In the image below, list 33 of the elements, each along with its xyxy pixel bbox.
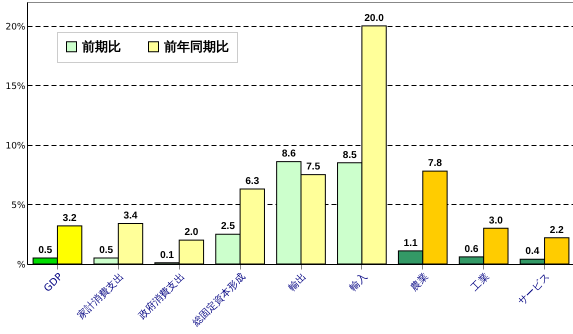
- data-label: 0.5: [99, 245, 114, 256]
- data-label: 8.6: [282, 148, 296, 160]
- y-tick-label: 5%: [11, 200, 26, 211]
- data-label: 7.8: [428, 158, 442, 170]
- data-label: 6.3: [245, 176, 260, 187]
- data-label: 2.2: [550, 224, 564, 236]
- data-label: 1.1: [404, 238, 418, 249]
- data-label: 0.4: [525, 246, 540, 258]
- x-tick-label: 農業: [408, 270, 431, 294]
- x-tick-label: 家計消費支出: [75, 270, 126, 322]
- y-tick-label: 15%: [5, 82, 26, 92]
- x-tick-label: 輸出: [286, 270, 309, 294]
- y-tick-label: %: [16, 260, 26, 270]
- x-tick-label: サービス: [516, 272, 552, 308]
- data-label: 3.4: [124, 210, 138, 222]
- legend-label: 前期比: [81, 40, 121, 55]
- data-label: 0.1: [160, 250, 174, 261]
- data-label: 3.2: [62, 212, 78, 224]
- x-tick-label: 総固定資本形成: [189, 270, 248, 330]
- data-label: 0.6: [464, 244, 479, 255]
- x-tick-label: 工業: [468, 270, 492, 294]
- data-label: 0.5: [38, 245, 53, 256]
- data-label: 2.5: [220, 221, 236, 232]
- data-label: 2.0: [184, 227, 199, 238]
- x-tick-label: 輸入: [347, 270, 370, 294]
- x-tick-label: 政府消費支出: [136, 270, 187, 322]
- y-tick-label: 10%: [5, 141, 26, 152]
- data-label: 8.5: [342, 150, 358, 161]
- data-label: 3.0: [488, 215, 504, 226]
- legend-label: 前年同期比: [163, 40, 229, 55]
- data-label: 7.5: [306, 162, 321, 173]
- y-tick-label: 20%: [5, 22, 26, 32]
- data-label: 20.0: [364, 12, 384, 24]
